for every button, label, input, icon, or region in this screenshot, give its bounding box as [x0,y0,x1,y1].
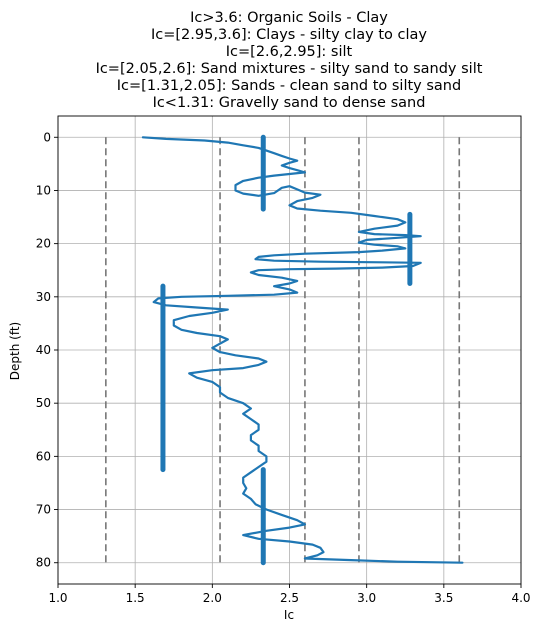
y-tick-label: 70 [36,503,51,517]
title-line: Ic=[2.05,2.6]: Sand mixtures - silty san… [96,61,483,77]
title-line: Ic=[2.6,2.95]: silt [226,44,353,60]
y-tick-label: 40 [36,343,51,357]
grid [57,116,522,584]
x-tick-label: 2.5 [280,591,299,605]
x-tick-label: 2.0 [203,591,222,605]
y-tick-label: 50 [36,396,51,410]
x-tick-label: 3.0 [357,591,376,605]
title-line: Ic>3.6: Organic Soils - Clay [190,10,388,26]
y-tick-label: 80 [36,556,51,570]
x-tick-label: 3.5 [434,591,453,605]
x-axis: 1.0 1.5 2.0 2.5 3.0 3.5 4.0 [48,584,531,605]
plot-area [141,136,464,564]
y-axis-label: Depth (ft) [8,322,22,380]
x-axis-label: Ic [284,608,294,622]
class-markers [160,134,413,566]
title-line: Ic=[2.95,3.6]: Clays - silty clay to cla… [151,27,427,43]
x-tick-label: 1.0 [48,591,67,605]
y-tick-label: 20 [36,237,51,251]
title-line: Ic<1.31: Gravelly sand to dense sand [153,95,426,111]
chart-title: Ic>3.6: Organic Soils - Clay Ic=[2.95,3.… [96,10,483,111]
y-tick-label: 30 [36,290,51,304]
y-tick-label: 0 [43,130,51,144]
y-tick-label: 60 [36,449,51,463]
y-axis: 0 10 20 30 40 50 60 70 80 [36,130,58,570]
x-tick-label: 1.5 [126,591,145,605]
title-line: Ic=[1.31,2.05]: Sands - clean sand to si… [117,78,461,94]
x-tick-label: 4.0 [511,591,530,605]
ic-profile-series [141,136,464,564]
y-tick-label: 10 [36,183,51,197]
